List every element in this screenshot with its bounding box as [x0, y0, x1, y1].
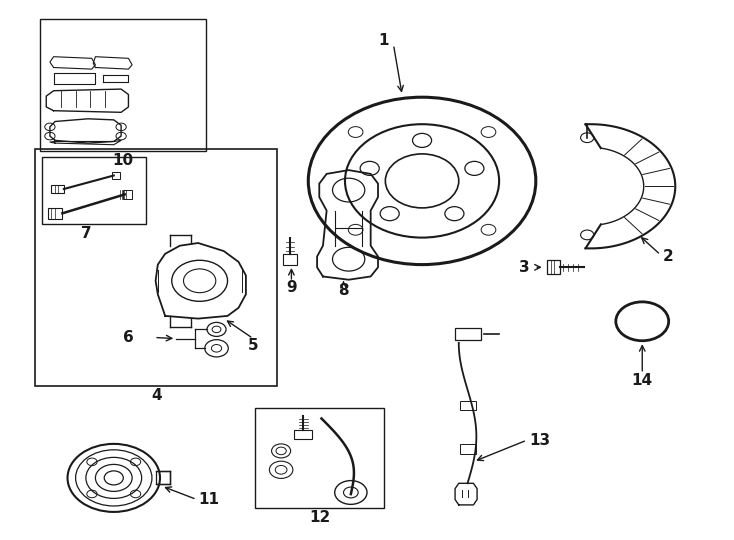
Bar: [123, 190, 132, 199]
Bar: [255, 408, 384, 508]
Bar: [35, 148, 277, 386]
Text: 5: 5: [248, 338, 258, 353]
Bar: [112, 172, 120, 179]
Bar: [42, 157, 146, 224]
Text: 1: 1: [378, 33, 388, 48]
Text: 6: 6: [123, 330, 134, 345]
Text: 11: 11: [199, 492, 219, 507]
Bar: [48, 208, 62, 219]
Bar: [547, 260, 560, 274]
Text: 2: 2: [663, 249, 673, 264]
Text: 14: 14: [632, 373, 653, 388]
Text: 13: 13: [529, 433, 550, 448]
Bar: [460, 401, 476, 410]
Bar: [51, 185, 64, 193]
Bar: [40, 19, 206, 151]
Text: 9: 9: [286, 280, 297, 295]
Text: 10: 10: [112, 153, 134, 168]
Bar: [460, 444, 476, 454]
Text: 7: 7: [81, 226, 92, 241]
Text: 3: 3: [520, 260, 530, 275]
Text: 12: 12: [309, 510, 330, 525]
Bar: [283, 254, 297, 265]
Text: 4: 4: [151, 388, 161, 403]
Bar: [294, 430, 312, 439]
Text: 8: 8: [338, 283, 349, 298]
Bar: [455, 328, 481, 340]
Bar: [156, 471, 170, 484]
